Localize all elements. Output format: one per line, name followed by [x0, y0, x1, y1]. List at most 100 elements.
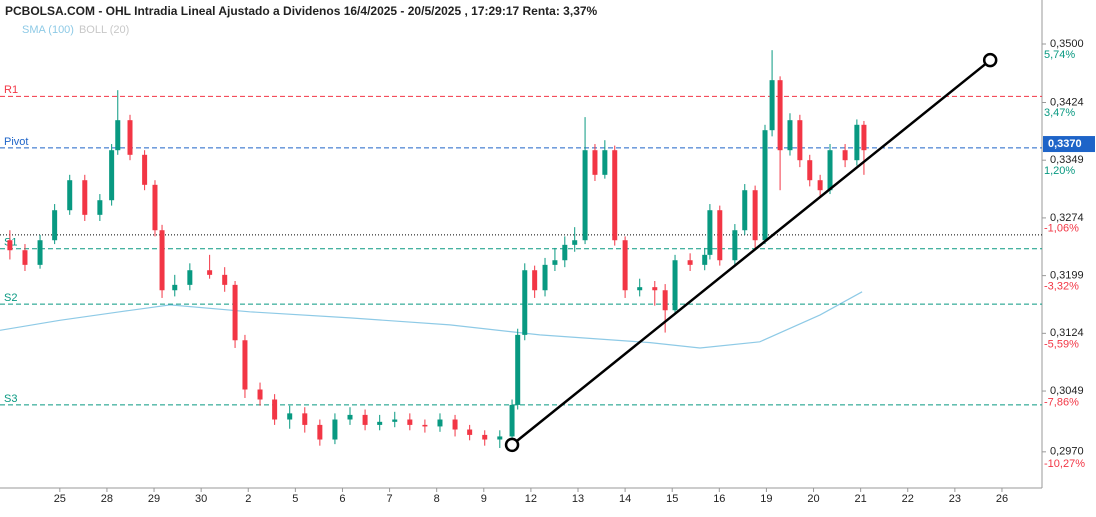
candle-body: [482, 434, 488, 440]
candle-body: [287, 413, 293, 420]
y2-tick-label: 3,47%: [1044, 107, 1075, 119]
candle-body: [702, 254, 708, 265]
candle-body: [769, 80, 775, 131]
candle-body: [532, 270, 538, 291]
level-label: S3: [4, 393, 17, 405]
candle-body: [115, 120, 121, 151]
candle-body: [232, 284, 238, 341]
candle-body: [187, 270, 193, 285]
x-tick-label: 5: [292, 493, 298, 505]
x-tick-label: 7: [387, 493, 393, 505]
x-tick-label: 29: [148, 493, 160, 505]
y-tick-label: 0,3049: [1050, 385, 1084, 397]
candle-body: [467, 429, 473, 435]
candle-body: [127, 120, 133, 155]
candle-body: [7, 240, 13, 251]
candle-body: [302, 413, 308, 425]
candle-body: [552, 260, 558, 265]
candle-body: [159, 230, 165, 291]
x-tick-label: 15: [666, 493, 678, 505]
candle-body: [97, 200, 103, 215]
x-tick-label: 6: [339, 493, 345, 505]
y-tick-label: 0,3199: [1050, 270, 1084, 282]
x-tick-label: 28: [101, 493, 113, 505]
trend-handle: [982, 52, 998, 68]
candle-body: [592, 150, 598, 175]
candle-body: [142, 154, 148, 185]
candle-body: [452, 419, 458, 430]
candle-body: [752, 190, 758, 241]
x-tick-label: 12: [525, 493, 537, 505]
candle-body: [717, 210, 723, 261]
candle-body: [515, 334, 521, 405]
candle-body: [542, 264, 548, 291]
x-tick-label: 9: [481, 493, 487, 505]
candle-body: [582, 150, 588, 241]
candle-body: [787, 120, 793, 151]
x-tick-label: 2: [245, 493, 251, 505]
candle-body: [257, 389, 263, 400]
x-tick-label: 20: [807, 493, 819, 505]
candle-body: [572, 240, 578, 245]
candle-body: [152, 184, 158, 231]
indicator-label: BOLL (20): [79, 24, 129, 36]
y2-tick-label: 1,20%: [1044, 165, 1075, 177]
x-tick-label: 22: [902, 493, 914, 505]
candle-body: [662, 290, 668, 311]
candle-body: [742, 190, 748, 231]
x-tick-label: 8: [434, 493, 440, 505]
candle-body: [854, 124, 860, 161]
y2-tick-label: 5,74%: [1044, 49, 1075, 61]
x-tick-label: 21: [855, 493, 867, 505]
candle-body: [172, 284, 178, 291]
candle-body: [687, 260, 693, 265]
candle-body: [522, 270, 528, 335]
x-tick-label: 23: [949, 493, 961, 505]
candle-body: [707, 210, 713, 255]
candle-body: [347, 414, 353, 420]
candle-body: [109, 150, 115, 201]
candle-body: [422, 424, 428, 427]
level-label: Pivot: [4, 136, 28, 148]
candle-body: [672, 260, 678, 311]
candle-body: [362, 414, 368, 425]
candle-body: [637, 287, 643, 291]
x-tick-label: 13: [572, 493, 584, 505]
candle-body: [497, 436, 503, 440]
candle-body: [602, 150, 608, 175]
price-tag-label: 0,3370: [1048, 138, 1082, 150]
y2-tick-label: -3,32%: [1044, 280, 1079, 292]
candle-body: [762, 130, 768, 241]
candle-body: [272, 399, 278, 420]
y2-tick-label: -10,27%: [1044, 458, 1085, 470]
candle-body: [22, 250, 28, 265]
candle-body: [777, 80, 783, 151]
y-tick-label: 0,3349: [1050, 154, 1084, 166]
candle-body: [207, 270, 213, 275]
candle-body: [827, 150, 833, 191]
y2-tick-label: -1,06%: [1044, 223, 1079, 235]
chart-title: PCBOLSA.COM - OHL Intradia Lineal Ajusta…: [5, 4, 598, 18]
candle-body: [612, 150, 618, 241]
y-tick-label: 0,3274: [1050, 212, 1084, 224]
candle-body: [807, 160, 813, 181]
candle-body: [622, 240, 628, 291]
x-tick-label: 19: [760, 493, 772, 505]
candle-body: [392, 419, 398, 422]
candle-body: [509, 404, 515, 437]
candle-body: [407, 419, 413, 425]
x-tick-label: 25: [54, 493, 66, 505]
candle-body: [332, 419, 338, 440]
price-tag: [1043, 136, 1095, 153]
candle-body: [842, 150, 848, 161]
candle-body: [37, 240, 43, 265]
candle-body: [437, 419, 443, 427]
candle-body: [52, 210, 58, 241]
trend-handle: [504, 437, 520, 453]
candle-body: [242, 340, 248, 390]
x-tick-label: 26: [996, 493, 1008, 505]
trend-line: [511, 59, 991, 446]
level-label: S2: [4, 292, 17, 304]
